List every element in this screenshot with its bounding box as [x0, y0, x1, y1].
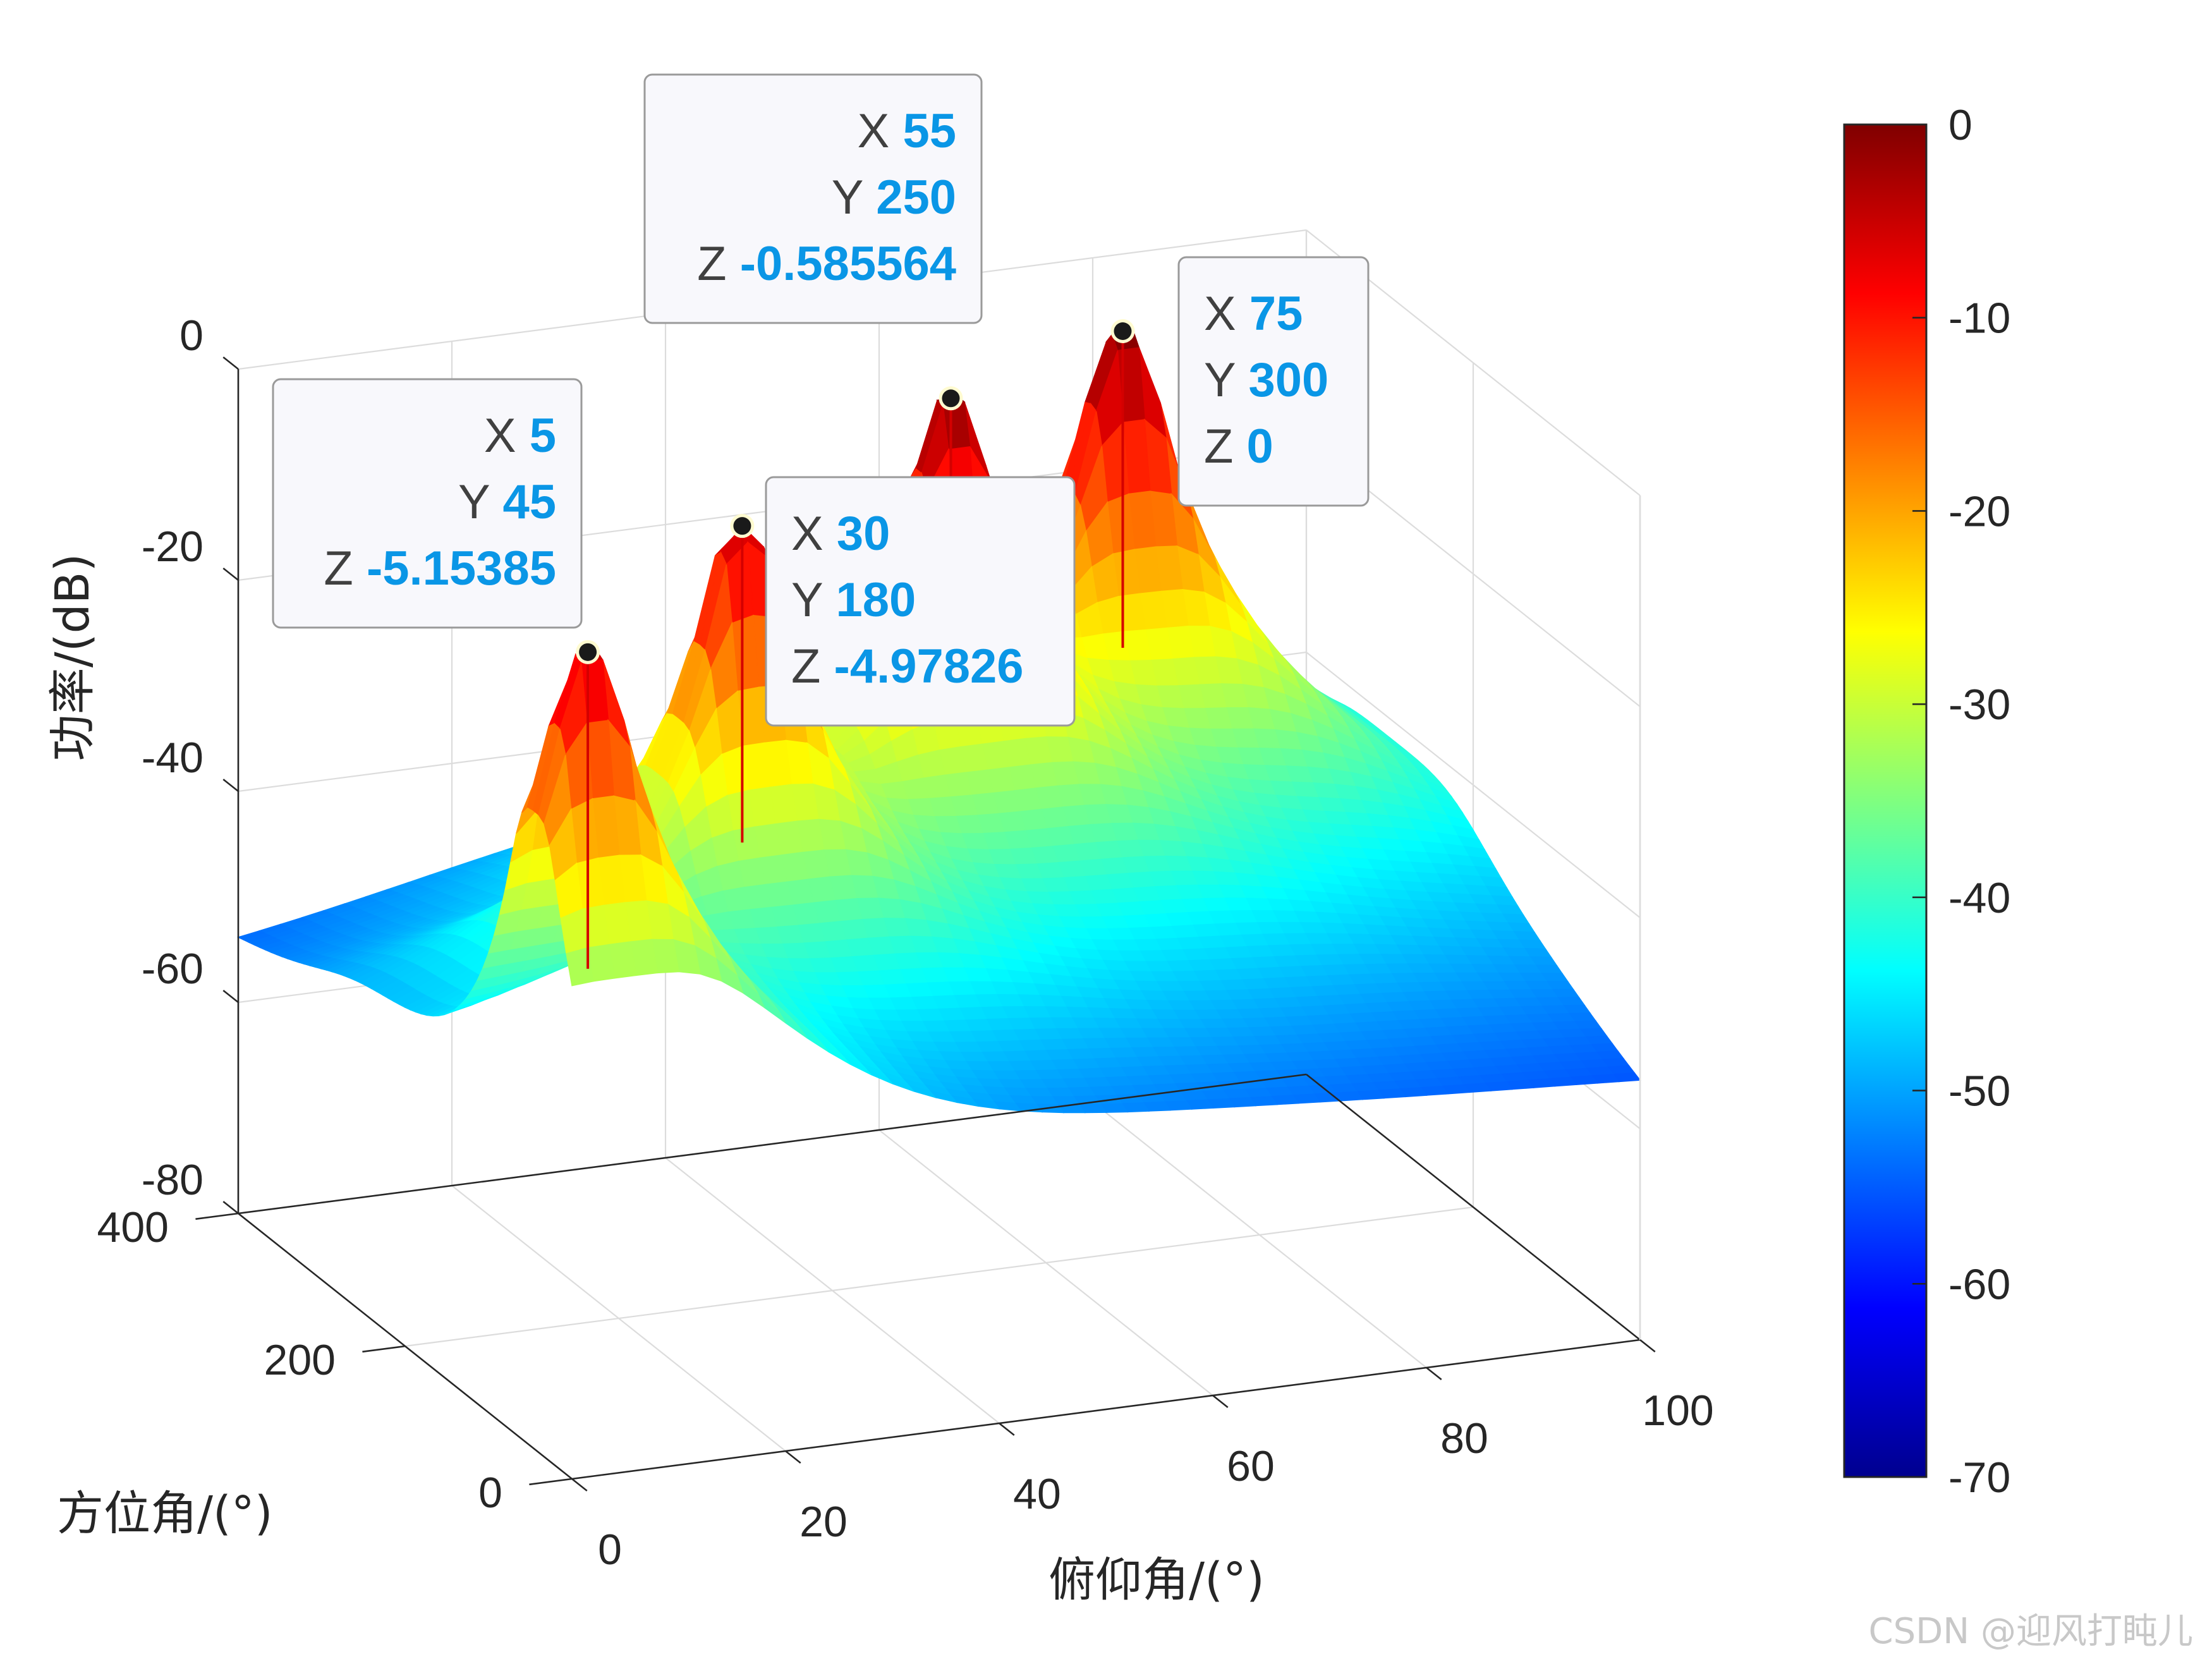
x-tick-label: 40 [1013, 1470, 1061, 1518]
datatip-row: Z -4.97826 [791, 640, 1024, 693]
datatip-value: 75 [1249, 287, 1303, 341]
y-tick-mark [195, 1212, 239, 1220]
z-tick-label: -60 [142, 945, 204, 993]
box-edge [238, 1073, 1307, 1215]
z-tick-mark [222, 356, 239, 370]
datatip-axis-label: Y [832, 171, 876, 224]
colorbar-tick-label: -50 [1948, 1067, 2010, 1115]
datatip-row: Z 0 [1204, 420, 1273, 473]
y-tick-mark [362, 1345, 406, 1353]
y-tick-label: 200 [264, 1336, 336, 1384]
datatip-box [643, 73, 983, 324]
x-axis-label: 俯仰角/(°) [1048, 1553, 1265, 1607]
x-tick-label: 20 [799, 1498, 848, 1546]
x-tick-label: 100 [1642, 1387, 1713, 1435]
z-tick-mark [222, 568, 239, 581]
grid-line-z [1306, 652, 1641, 918]
datatip-axis-label: Z [697, 237, 740, 291]
datatip[interactable]: X 55 Y 250 Z -0.585564 [643, 73, 983, 411]
x-tick-mark [1426, 1366, 1442, 1380]
datatip-value: -0.585564 [740, 237, 956, 291]
datatip-value: 5 [530, 409, 556, 463]
datatip-row: Y 250 [832, 171, 956, 224]
datatip-row: Y 180 [791, 573, 916, 627]
z-tick-label: -80 [142, 1156, 204, 1204]
colorbar-tick-label: -40 [1948, 874, 2010, 922]
datatip-row: Z -0.585564 [697, 237, 956, 291]
datatip-marker[interactable] [733, 517, 751, 535]
datatip-axis-label: X [858, 104, 903, 158]
datatip-box [1177, 256, 1370, 507]
datatip-row: X 5 [484, 409, 556, 463]
datatip-value: 55 [902, 104, 956, 158]
z-tick-label: 0 [179, 312, 204, 360]
colorbar-tick-label: -20 [1948, 487, 2010, 535]
datatip-marker[interactable] [1114, 322, 1132, 340]
colorbar-tick-label: -60 [1948, 1260, 2010, 1308]
datatip-row: Y 45 [458, 475, 556, 529]
tick-labels: 0 20 40 60 80 100 0 200 400 0 -20 -40 -60 -80 [97, 312, 1714, 1574]
watermark: CSDN @迎风打盹儿 [1869, 1611, 2193, 1652]
z-tick-mark [222, 990, 239, 1004]
datatip-marker[interactable] [942, 389, 960, 408]
datatip-row: X 30 [791, 507, 890, 561]
datatip-axis-label: Y [458, 475, 502, 529]
datatip-axis-label: X [484, 409, 530, 463]
x-tick-label: 80 [1440, 1414, 1488, 1462]
y-tick-label: 400 [97, 1203, 169, 1251]
datatip-axis-label: Z [1204, 420, 1247, 473]
colorbar-tick-label: -30 [1948, 681, 2010, 729]
datatip[interactable]: X 5Y 45Z -5.15385 [272, 378, 600, 664]
z-tick-label: -40 [142, 734, 204, 782]
datatip-value: 30 [837, 507, 890, 561]
z-tick-mark [222, 779, 239, 793]
z-axis-label: 功率/(dB) [46, 554, 100, 761]
z-tick-mark [222, 1201, 239, 1215]
datatip-value: 45 [502, 475, 556, 529]
datatip-axis-label: X [1204, 287, 1249, 341]
datatip-axis-label: Z [324, 542, 367, 595]
y-axis-label: 方位角/(°) [57, 1486, 273, 1541]
x-tick-mark [999, 1422, 1015, 1436]
datatip-value: 0 [1247, 420, 1273, 473]
colorbar-gradient [1843, 123, 1928, 1478]
x-tick-mark [785, 1450, 801, 1464]
x-tick-mark [571, 1478, 588, 1492]
datatip-axis-label: Y [1204, 353, 1248, 407]
colorbar-tick-label: -10 [1948, 295, 2010, 343]
z-tick-label: -20 [142, 523, 204, 571]
datatip-marker[interactable] [579, 643, 597, 661]
x-tick-label: 60 [1227, 1442, 1275, 1490]
colorbar-tick-label: -70 [1948, 1454, 2010, 1502]
datatip-axis-label: Y [791, 573, 836, 627]
datatip-value: 250 [876, 171, 956, 224]
datatip-axis-label: X [791, 507, 837, 561]
datatip-row: Y 300 [1204, 353, 1328, 407]
y-tick-label: 0 [478, 1469, 502, 1517]
box-edge [1306, 1073, 1641, 1341]
datatip-value: -5.15385 [367, 542, 556, 595]
datatip-box [765, 476, 1076, 727]
datatip-row: X 55 [858, 104, 956, 158]
datatip-value: 180 [836, 573, 916, 627]
datatip-row: Z -5.15385 [324, 542, 556, 595]
grid-line-y [404, 1206, 1474, 1347]
x-tick-label: 0 [598, 1526, 622, 1574]
y-tick-mark [529, 1478, 573, 1486]
datatip-row: X 75 [1204, 287, 1303, 341]
colorbar: 0 -10 -20 -30 -40 -50 -60 -70 [1843, 101, 2010, 1502]
datatip-box [272, 378, 583, 629]
x-tick-mark [1212, 1394, 1229, 1408]
x-axis-line [571, 1339, 1641, 1480]
colorbar-tick-label: 0 [1948, 101, 1972, 149]
datatip-value: 300 [1248, 353, 1328, 407]
datatip-value: -4.97826 [834, 640, 1024, 693]
x-tick-mark [1639, 1339, 1656, 1352]
datatip-axis-label: Z [791, 640, 834, 693]
